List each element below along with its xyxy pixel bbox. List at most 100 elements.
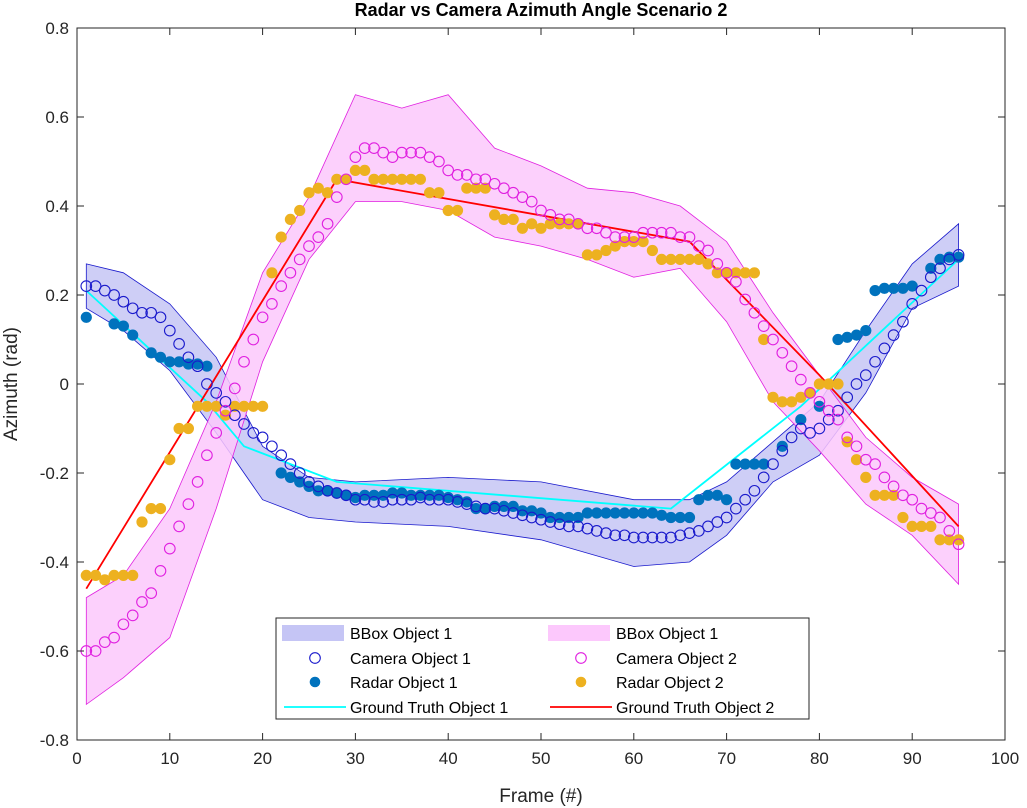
camera-object-1-point: [794, 422, 807, 435]
camera-object-1-point: [767, 458, 779, 470]
camera-object-1-point: [405, 493, 417, 506]
camera-object-2-point: [451, 169, 464, 181]
legend-label: Camera Object 1: [350, 651, 471, 668]
camera-object-1-point: [637, 531, 649, 544]
camera-object-2-point: [247, 333, 260, 346]
camera-object-2-point: [303, 240, 315, 252]
radar-object-2-point: [219, 409, 232, 421]
radar-object-2-point: [535, 222, 547, 234]
radar-object-1-point: [850, 329, 863, 341]
camera-object-1-point: [507, 507, 520, 519]
camera-object-1-point: [414, 491, 427, 504]
radar-object-2-point: [925, 520, 937, 533]
camera-object-1-point: [832, 404, 844, 417]
camera-object-1-point: [730, 502, 742, 515]
camera-object-2-point: [655, 226, 668, 239]
camera-object-2-point: [89, 645, 102, 657]
legend-swatch-radar: [309, 676, 321, 688]
camera-object-1-point: [498, 504, 510, 517]
camera-object-1-point: [776, 444, 789, 457]
camera-object-1-point: [228, 409, 241, 422]
camera-object-1-point: [627, 531, 640, 544]
radar-object-2-point: [433, 187, 445, 199]
radar-object-2-point: [322, 187, 334, 199]
radar-object-2-point: [210, 400, 222, 412]
camera-object-2-point: [683, 231, 696, 243]
camera-object-2-point: [600, 226, 612, 239]
camera-object-1-point: [293, 467, 306, 479]
camera-object-2-point: [720, 266, 733, 279]
camera-object-2-point: [674, 231, 687, 243]
camera-object-1-point: [442, 493, 455, 506]
radar-object-1-point: [925, 262, 937, 274]
radar-object-2-point: [841, 436, 853, 448]
camera-object-2-point: [785, 360, 798, 373]
y-tick-label: 0.2: [45, 286, 69, 305]
radar-object-2-point: [507, 213, 519, 225]
camera-object-1-point: [822, 413, 835, 426]
camera-object-1-point: [804, 427, 816, 439]
camera-object-2-point: [665, 226, 677, 239]
radar-object-1-point: [192, 358, 204, 370]
camera-object-1-point: [136, 306, 148, 319]
camera-object-2-point: [507, 186, 520, 199]
x-tick-label: 10: [160, 749, 179, 768]
camera-object-1-point: [377, 496, 390, 508]
radar-object-2-point: [359, 164, 371, 176]
camera-object-1-point: [349, 493, 362, 506]
camera-object-2-point: [433, 155, 445, 168]
x-tick-label: 90: [903, 749, 922, 768]
camera-object-1-point: [433, 493, 445, 506]
radar-object-1-point: [906, 280, 918, 292]
camera-object-2-point: [201, 449, 213, 462]
camera-object-2-point: [711, 258, 724, 270]
legend-label: Ground Truth Object 1: [350, 700, 508, 717]
bbox-band-object-2: [85, 94, 959, 706]
radar-object-1-point: [294, 476, 306, 488]
radar-object-1-point: [683, 511, 696, 524]
radar-object-2-point: [164, 454, 176, 466]
camera-object-2-point: [154, 565, 167, 577]
x-tick-label: 0: [72, 749, 81, 768]
radar-object-2-point: [303, 187, 315, 199]
camera-object-1-point: [460, 498, 473, 510]
radar-object-2-point: [795, 391, 807, 403]
camera-object-1-point: [386, 493, 399, 506]
camera-object-2-point: [266, 298, 278, 310]
camera-object-1-point: [340, 489, 352, 502]
legend-swatch-camera: [309, 652, 321, 664]
camera-object-1-point: [869, 355, 881, 368]
radar-object-2-point: [897, 511, 909, 524]
camera-object-1-point: [711, 516, 724, 528]
camera-object-1-point: [423, 493, 436, 506]
camera-object-2-point: [145, 587, 158, 599]
camera-object-2-point: [136, 596, 148, 608]
radar-object-1-point: [795, 414, 807, 426]
radar-object-2-point: [414, 173, 427, 185]
camera-object-2-point: [627, 231, 640, 243]
x-tick-label: 100: [991, 749, 1019, 768]
camera-object-2-point: [219, 404, 232, 417]
radar-object-2-point: [451, 204, 464, 217]
camera-object-1-point: [358, 493, 371, 506]
radar-object-2-point: [860, 471, 872, 484]
radar-object-1-point: [201, 360, 213, 372]
camera-object-1-point: [600, 527, 612, 539]
camera-object-1-point: [748, 484, 761, 497]
radar-object-2-point: [609, 240, 621, 252]
camera-object-2-point: [952, 538, 965, 551]
camera-object-2-point: [479, 173, 492, 186]
camera-object-2-point: [284, 266, 297, 279]
camera-object-2-point: [182, 498, 195, 510]
radar-object-1-point: [869, 285, 881, 297]
camera-object-1-point: [525, 511, 538, 524]
x-tick-label: 60: [624, 749, 643, 768]
radar-object-1-point: [127, 329, 139, 341]
camera-object-1-point: [924, 271, 937, 284]
radar-object-2-point: [591, 249, 603, 261]
camera-object-2-point: [321, 217, 334, 230]
camera-object-2-point: [395, 146, 408, 159]
camera-object-2-point: [460, 169, 473, 181]
radar-object-1-point: [145, 347, 157, 359]
